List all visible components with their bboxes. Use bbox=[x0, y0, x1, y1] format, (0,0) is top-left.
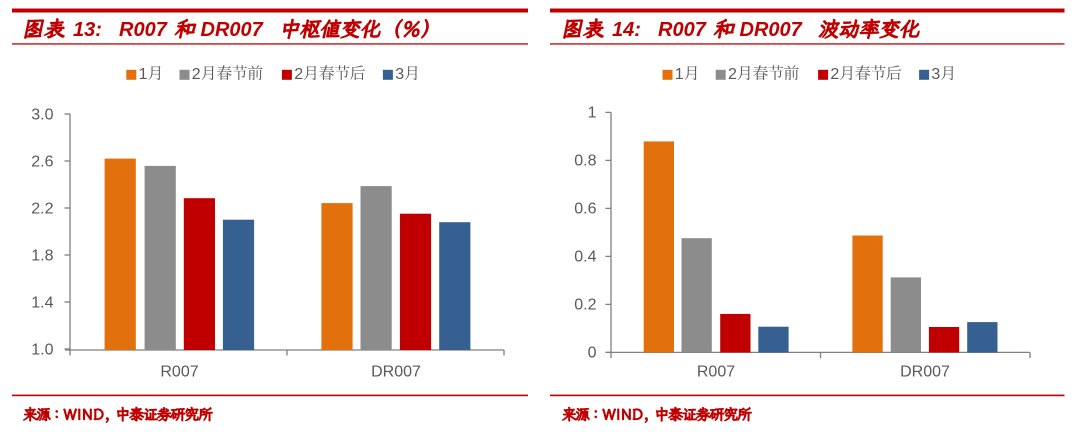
svg-text:2.2: 2.2 bbox=[31, 200, 53, 217]
svg-text:R007: R007 bbox=[160, 364, 198, 381]
svg-text:2: 2 bbox=[728, 66, 737, 83]
svg-text:1: 1 bbox=[588, 105, 597, 122]
svg-text:R007: R007 bbox=[119, 19, 168, 41]
svg-text:0.8: 0.8 bbox=[574, 153, 596, 170]
svg-text:0.6: 0.6 bbox=[574, 201, 596, 218]
svg-text:DR007: DR007 bbox=[740, 19, 803, 41]
svg-text:2: 2 bbox=[192, 66, 201, 83]
svg-text:1.8: 1.8 bbox=[31, 247, 53, 264]
svg-text:DR007: DR007 bbox=[900, 364, 950, 381]
svg-text:14:: 14: bbox=[612, 19, 641, 41]
svg-text:3: 3 bbox=[395, 66, 404, 83]
svg-text:DR007: DR007 bbox=[371, 364, 421, 381]
svg-text:2: 2 bbox=[830, 66, 839, 83]
svg-text:DR007: DR007 bbox=[201, 19, 264, 41]
svg-text:1.4: 1.4 bbox=[31, 294, 53, 311]
svg-text:2: 2 bbox=[294, 66, 303, 83]
svg-text:2.6: 2.6 bbox=[31, 153, 53, 170]
svg-text:R007: R007 bbox=[658, 19, 707, 41]
svg-text:1.0: 1.0 bbox=[31, 341, 53, 358]
svg-text:0.2: 0.2 bbox=[574, 297, 596, 314]
svg-text:1: 1 bbox=[139, 66, 148, 83]
svg-text:0.4: 0.4 bbox=[574, 249, 596, 266]
svg-text:3.0: 3.0 bbox=[31, 106, 53, 123]
svg-text:13:: 13: bbox=[73, 19, 102, 41]
svg-text:1: 1 bbox=[675, 66, 684, 83]
svg-text:3: 3 bbox=[931, 66, 940, 83]
svg-text:0: 0 bbox=[588, 345, 597, 362]
svg-text:R007: R007 bbox=[697, 364, 735, 381]
